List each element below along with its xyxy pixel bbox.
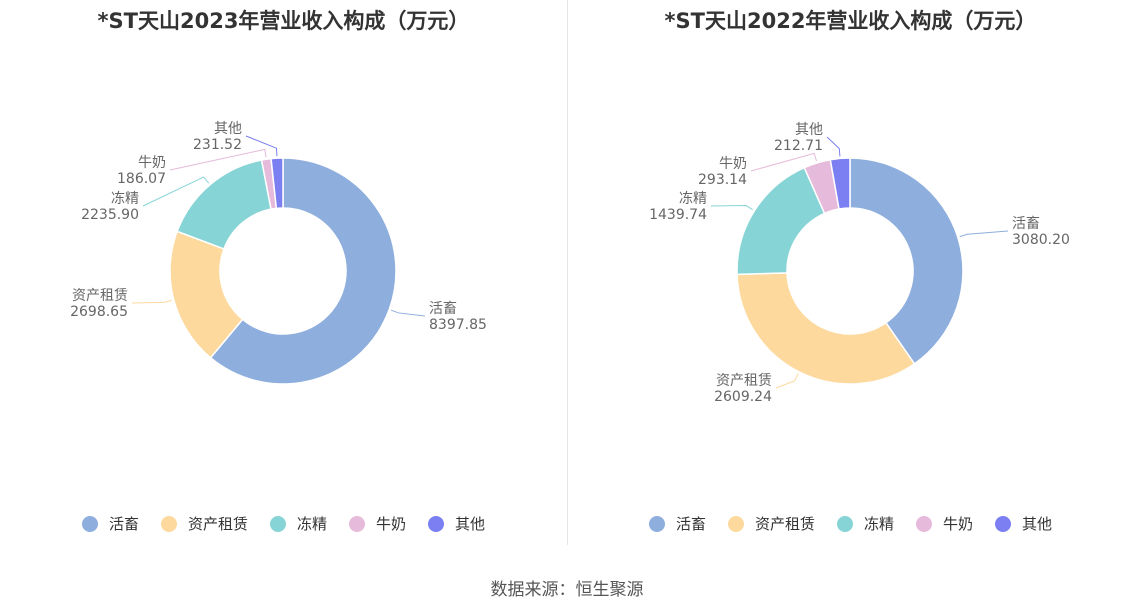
chart-title: *ST天山2023年营业收入构成（万元）: [97, 9, 470, 33]
slice-label-name: 活畜: [1012, 216, 1040, 232]
slice-label-value: 2609.24: [714, 389, 772, 405]
legend: 活畜 资产租赁 冻精 牛奶 其他: [567, 513, 1134, 534]
legend-marker-icon: [269, 515, 286, 532]
slice-label-name: 其他: [795, 122, 823, 138]
legend-item[interactable]: 其他: [428, 513, 485, 534]
slice-label-value: 186.07: [117, 171, 166, 187]
legend-marker-icon: [995, 515, 1012, 532]
legend-marker-icon: [836, 515, 853, 532]
legend-marker-icon: [428, 515, 445, 532]
slice-label-name: 资产租赁: [716, 373, 772, 389]
legend-label: 资产租赁: [187, 515, 248, 533]
slice-其他[interactable]: [270, 157, 284, 210]
legend: 活畜 资产租赁 冻精 牛奶 其他: [0, 513, 567, 534]
slice-label-name: 冻精: [111, 190, 139, 207]
legend-label: 活畜: [675, 515, 706, 533]
leader-line: [131, 299, 172, 304]
data-source: 数据来源：恒生聚源: [490, 580, 644, 600]
legend-item[interactable]: 牛奶: [916, 513, 973, 534]
legend-marker-icon: [916, 515, 932, 532]
legend-item[interactable]: 活畜: [81, 513, 139, 534]
leader-line: [245, 135, 278, 157]
slice-资产租赁[interactable]: [736, 272, 916, 385]
legend-label: 牛奶: [376, 515, 407, 533]
legend-label: 资产租赁: [754, 515, 815, 533]
slice-label-name: 其他: [214, 121, 242, 137]
slice-label-value: 2235.90: [81, 207, 139, 223]
leader-line: [826, 136, 841, 157]
slice-label-value: 2698.65: [70, 304, 128, 320]
slice-label-name: 活畜: [429, 301, 457, 317]
slice-label-name: 冻精: [679, 190, 707, 207]
legend-label: 冻精: [863, 515, 894, 533]
legend-marker-icon: [349, 515, 365, 532]
legend-label: 冻精: [296, 515, 327, 533]
legend-marker-icon: [648, 515, 665, 532]
leader-line: [775, 373, 799, 389]
slice-label-value: 3080.20: [1012, 232, 1070, 248]
chart-panel-2023: *ST天山2023年营业收入构成（万元） 活畜 8397.85 资产租赁 2698.6…: [0, 0, 567, 545]
slice-其他[interactable]: [829, 157, 851, 210]
legend-item[interactable]: 资产租赁: [160, 513, 248, 534]
legend-marker-icon: [727, 515, 744, 532]
leader-line: [959, 230, 1009, 238]
chart-panel-2022: *ST天山2022年营业收入构成（万元） 活畜 3080.20 资产租赁 2609.2…: [567, 0, 1134, 545]
legend-item[interactable]: 冻精: [836, 513, 894, 534]
legend-item[interactable]: 冻精: [269, 513, 327, 534]
slice-活畜[interactable]: [209, 157, 397, 385]
slice-label-name: 牛奶: [138, 155, 166, 171]
legend-item[interactable]: 其他: [995, 513, 1052, 534]
legend-label: 牛奶: [943, 515, 974, 533]
legend-label: 其他: [1022, 515, 1053, 533]
legend-marker-icon: [81, 515, 98, 532]
slice-label-value: 231.52: [193, 137, 242, 153]
leader-line: [710, 204, 753, 211]
legend-item[interactable]: 牛奶: [349, 513, 406, 534]
leader-line: [390, 309, 426, 317]
legend-item[interactable]: 资产租赁: [727, 513, 815, 534]
slice-label-value: 293.14: [698, 172, 747, 188]
slice-label-name: 资产租赁: [72, 288, 128, 304]
slice-label-value: 1439.74: [649, 207, 707, 223]
chart-title: *ST天山2022年营业收入构成（万元）: [664, 9, 1037, 33]
slice-冻精[interactable]: [176, 159, 272, 250]
slice-label-name: 牛奶: [719, 156, 747, 172]
leader-line: [142, 176, 210, 207]
panel-divider: [567, 0, 568, 545]
legend-item[interactable]: 活畜: [648, 513, 706, 534]
slice-label-value: 212.71: [774, 138, 823, 154]
slice-活畜[interactable]: [849, 157, 964, 365]
legend-label: 其他: [455, 515, 486, 533]
leader-line: [750, 152, 817, 172]
slice-label-value: 8397.85: [429, 317, 487, 333]
legend-marker-icon: [160, 515, 177, 532]
leader-line: [169, 148, 267, 171]
legend-label: 活畜: [108, 515, 139, 533]
